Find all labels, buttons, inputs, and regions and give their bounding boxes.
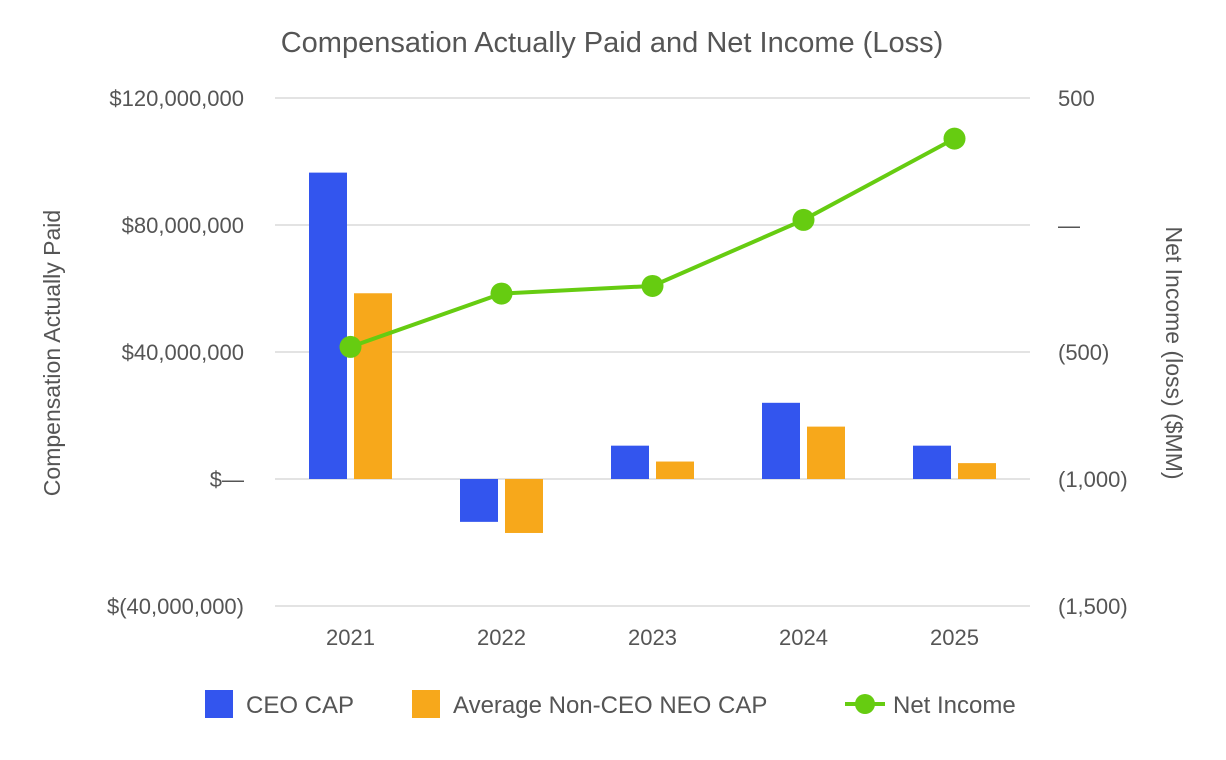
net-income-point-2023: [641, 274, 664, 297]
bar-ceo-cap-2021: [309, 172, 347, 480]
bar-average-non-ceo-neo-cap-2021: [354, 293, 392, 479]
left-tick-label: $(40,000,000): [107, 594, 244, 619]
bar-average-non-ceo-neo-cap-2024: [807, 426, 845, 479]
net-income-point-2025: [943, 127, 966, 150]
net-income-line: [349, 136, 956, 349]
legend-swatch-average-non-ceo-neo-cap: [412, 690, 440, 718]
bar-ceo-cap-2025: [913, 445, 951, 479]
right-axis-ticks: 500 — (500) (1,000) (1,500): [1058, 86, 1128, 619]
left-axis-title: Compensation Actually Paid: [39, 210, 65, 496]
left-tick-label: $40,000,000: [122, 340, 244, 365]
left-axis-ticks: $120,000,000 $80,000,000 $40,000,000 $— $(40…: [107, 86, 244, 619]
left-tick-label: $—: [210, 467, 244, 492]
net-income-point-2021: [339, 335, 362, 358]
x-tick-label: 2024: [779, 625, 828, 650]
x-tick-label: 2023: [628, 625, 677, 650]
legend-swatch-marker-net-income: [855, 694, 875, 714]
x-axis-ticks: 2021 2022 2023 2024 2025: [326, 625, 979, 650]
legend-label-average-non-ceo-neo-cap: Average Non-CEO NEO CAP: [453, 692, 767, 719]
x-tick-label: 2025: [930, 625, 979, 650]
right-tick-label: (500): [1058, 340, 1109, 365]
left-tick-label: $120,000,000: [109, 86, 244, 111]
right-tick-label: 500: [1058, 86, 1095, 111]
x-tick-label: 2022: [477, 625, 526, 650]
net-income-line-group: [339, 127, 966, 358]
bar-average-non-ceo-neo-cap-2022: [505, 479, 543, 533]
legend-label-ceo-cap: CEO CAP: [246, 692, 354, 719]
net-income-point-2024: [792, 208, 815, 231]
right-axis-title: Net Income (loss) ($MM): [1161, 226, 1187, 479]
bar-average-non-ceo-neo-cap-2023: [656, 461, 694, 479]
bar-ceo-cap-2024: [762, 402, 800, 479]
bar-ceo-cap-2022: [460, 479, 498, 522]
net-income-point-2022: [490, 282, 513, 305]
x-tick-label: 2021: [326, 625, 375, 650]
legend-label-net-income: Net Income: [893, 692, 1016, 719]
legend-swatch-ceo-cap: [205, 690, 233, 718]
legend: CEO CAP Average Non-CEO NEO CAP Net Income: [205, 690, 1016, 719]
right-tick-label: (1,000): [1058, 467, 1128, 492]
right-tick-label: (1,500): [1058, 594, 1128, 619]
left-tick-label: $80,000,000: [122, 213, 244, 238]
bar-ceo-cap-2023: [611, 445, 649, 479]
chart-title: Compensation Actually Paid and Net Incom…: [281, 27, 944, 59]
right-tick-label: —: [1058, 213, 1080, 238]
gridlines: [275, 97, 1030, 607]
bar-average-non-ceo-neo-cap-2025: [958, 463, 996, 479]
bars: [309, 172, 996, 533]
